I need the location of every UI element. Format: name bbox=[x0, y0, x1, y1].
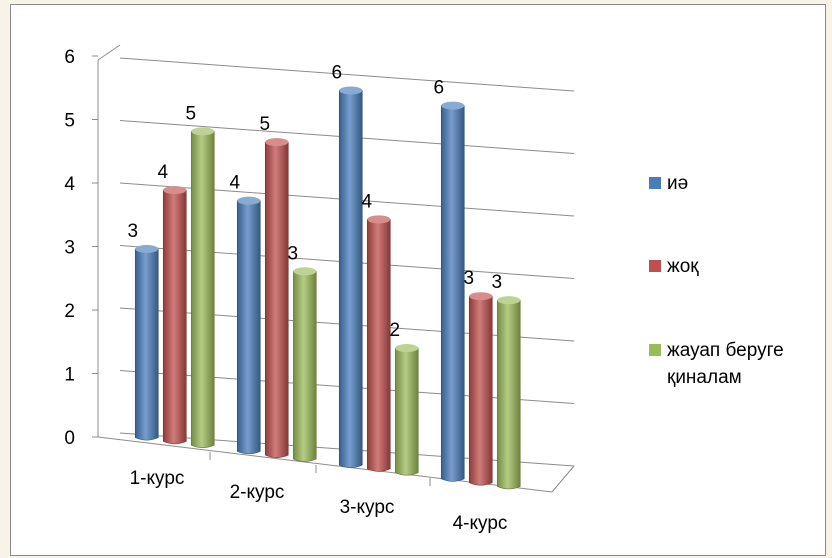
bar-cap bbox=[191, 127, 215, 136]
bar bbox=[264, 139, 289, 458]
legend-label: иә bbox=[667, 173, 688, 194]
bar-cap bbox=[469, 292, 493, 301]
legend-swatch bbox=[649, 260, 661, 272]
x-tick-label: 1-курс bbox=[130, 468, 185, 489]
y-tick-label: 2 bbox=[64, 301, 75, 322]
chart-bars bbox=[134, 86, 521, 490]
bar-cap bbox=[135, 244, 159, 253]
chart-legend: иә жоқ жауап беруге қиналам bbox=[649, 173, 784, 388]
bar bbox=[440, 102, 465, 482]
bar-cap bbox=[163, 186, 187, 195]
y-tick-label: 5 bbox=[64, 111, 75, 132]
data-label: 6 bbox=[331, 62, 342, 83]
gridline bbox=[119, 57, 575, 92]
wall-top-edge bbox=[97, 44, 121, 61]
bar-cap bbox=[339, 86, 363, 95]
bar bbox=[468, 293, 493, 486]
bar-cap bbox=[293, 267, 317, 276]
bar-cap bbox=[395, 344, 419, 353]
bar-cap bbox=[265, 138, 289, 147]
y-tick-label: 1 bbox=[64, 365, 75, 386]
data-label: 2 bbox=[389, 320, 400, 341]
bar bbox=[190, 128, 215, 448]
bar-cap bbox=[237, 196, 261, 205]
y-tick-label: 3 bbox=[64, 238, 75, 259]
chart-axes: 0 1 2 3 4 5 6 1-курс 2-курс 3-курс 4-курс bbox=[64, 44, 575, 534]
y-tick-label: 6 bbox=[64, 47, 75, 68]
bar bbox=[292, 268, 317, 462]
data-label: 4 bbox=[157, 162, 168, 183]
x-tick-label: 4-курс bbox=[453, 513, 508, 534]
bar bbox=[134, 246, 159, 441]
legend-label: қиналам bbox=[667, 367, 742, 388]
data-label: 4 bbox=[361, 191, 372, 212]
bar-cap bbox=[367, 215, 391, 224]
x-tick-label: 2-курс bbox=[230, 482, 285, 503]
x-tick-label: 3-курс bbox=[340, 497, 395, 518]
data-label: 3 bbox=[463, 268, 474, 289]
legend-label: жауап беруге bbox=[667, 340, 784, 361]
bar bbox=[236, 197, 261, 455]
bar bbox=[162, 187, 187, 445]
data-label: 3 bbox=[287, 243, 298, 264]
floor-right-edge bbox=[551, 465, 575, 493]
bar bbox=[338, 87, 363, 468]
data-label: 4 bbox=[229, 173, 240, 194]
bar bbox=[394, 345, 419, 476]
bar-cap bbox=[497, 296, 521, 305]
data-label: 5 bbox=[185, 103, 196, 124]
data-label: 3 bbox=[127, 221, 138, 242]
legend-swatch bbox=[649, 177, 661, 189]
y-tick-label: 4 bbox=[64, 174, 75, 195]
bar bbox=[366, 216, 391, 472]
legend-swatch bbox=[649, 344, 661, 356]
bar bbox=[496, 297, 521, 490]
data-label: 6 bbox=[433, 78, 444, 99]
y-tick-label: 0 bbox=[64, 428, 75, 449]
bar-cap bbox=[441, 101, 465, 110]
legend-label: жоқ bbox=[667, 256, 699, 277]
data-label: 5 bbox=[259, 114, 270, 135]
data-label: 3 bbox=[491, 272, 502, 293]
